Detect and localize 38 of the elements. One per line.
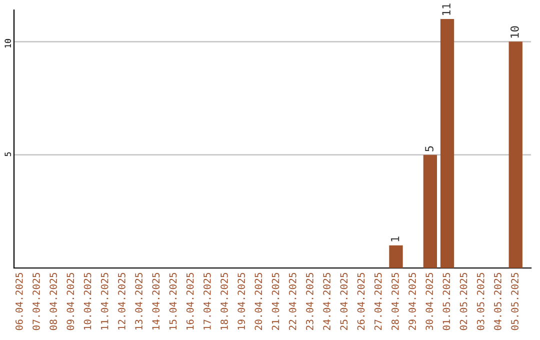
x-tick-label: 02.05.2025 [460, 272, 468, 330]
x-tick-label: 25.04.2025 [340, 272, 348, 330]
x-tick-label: 05.05.2025 [511, 272, 518, 330]
x-tick-label: 21.04.2025 [272, 272, 280, 330]
x-tick-label: 18.04.2025 [220, 272, 228, 330]
x-tick-label: 06.04.2025 [15, 272, 23, 330]
data-label: 1 [390, 236, 400, 242]
x-tick-label: 24.04.2025 [323, 272, 330, 330]
x-tick-label: 01.05.2025 [442, 272, 450, 330]
x-tick-label: 09.04.2025 [66, 272, 74, 330]
bar [440, 19, 454, 268]
bar [389, 245, 403, 268]
x-tick-label: 14.04.2025 [152, 272, 160, 330]
data-label: 11 [442, 4, 450, 15]
x-tick-label: 29.04.2025 [408, 272, 416, 330]
x-tick-label: 15.04.2025 [169, 272, 177, 330]
bar [508, 42, 522, 268]
data-label: 10 [510, 26, 519, 38]
x-tick-label: 30.04.2025 [426, 272, 434, 330]
x-tick-label: 07.04.2025 [32, 272, 40, 330]
x-tick-label: 26.04.2025 [357, 272, 365, 330]
x-tick-label: 12.04.2025 [118, 272, 126, 330]
x-tick-label: 27.04.2025 [374, 272, 382, 330]
x-tick-label: 17.04.2025 [203, 272, 211, 330]
x-tick-label: 20.04.2025 [254, 272, 262, 330]
x-tick-label: 22.04.2025 [288, 272, 296, 330]
x-tick-label: 28.04.2025 [391, 272, 399, 330]
data-label: 5 [425, 146, 434, 152]
x-tick-label: 23.04.2025 [306, 272, 314, 330]
x-tick-label: 04.05.2025 [494, 272, 502, 330]
x-tick-label: 13.04.2025 [135, 272, 142, 330]
x-tick-label: 11.04.2025 [100, 272, 108, 330]
bar [423, 154, 437, 268]
x-tick-label: 08.04.2025 [50, 272, 58, 330]
x-tick-label: 19.04.2025 [238, 272, 246, 330]
x-tick-label: 16.04.2025 [186, 272, 194, 330]
x-tick-label: 03.05.2025 [476, 272, 484, 330]
x-tick-label: 10.04.2025 [84, 272, 92, 330]
